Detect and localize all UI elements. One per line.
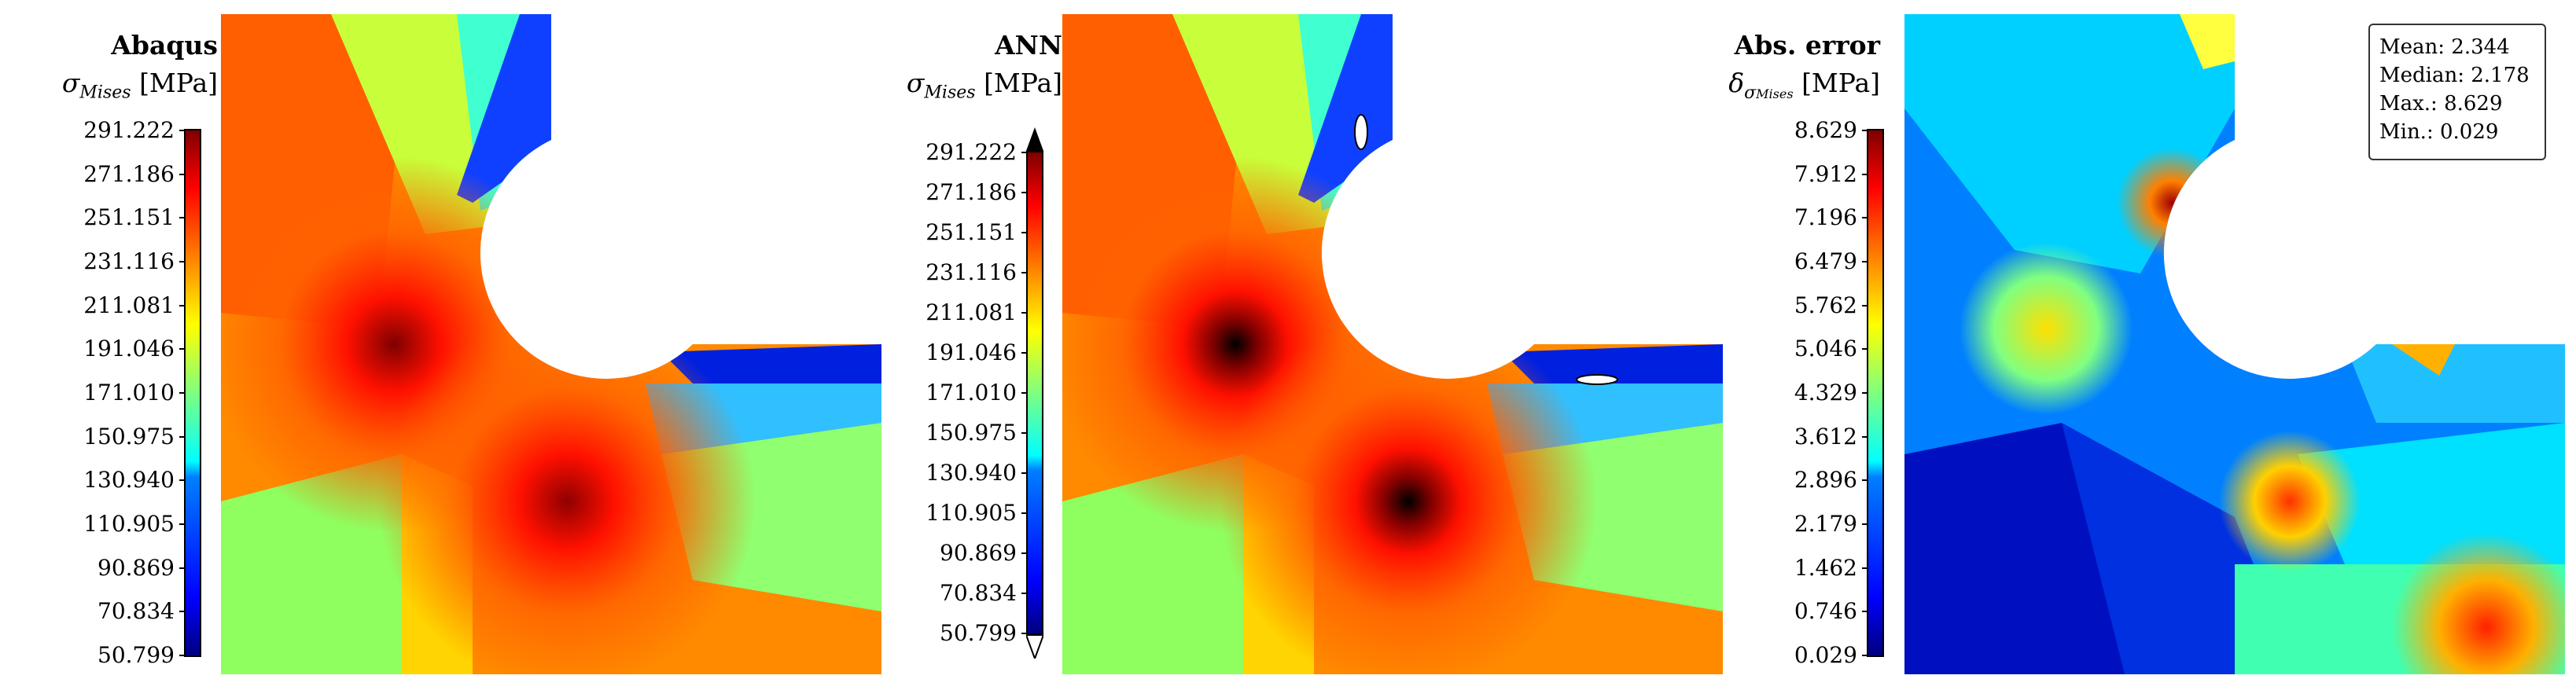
stat-min: Min.: 0.029: [2379, 120, 2499, 144]
panel1-tick-label: 150.975: [83, 423, 175, 450]
panel1-tick-mark: [179, 655, 184, 656]
panel1-stress-field: [221, 14, 881, 674]
panel2-tick-label: 171.010: [926, 380, 1017, 406]
panel2-tick-mark: [1021, 633, 1026, 634]
panel1-title: Abaqus: [111, 30, 218, 61]
panel2-tick-label: 211.081: [926, 299, 1017, 325]
panel2-tick-mark: [1021, 312, 1026, 314]
panel3-tick-label: 5.762: [1794, 292, 1857, 318]
panel3-title: Abs. error: [1734, 30, 1880, 61]
panel3-tick-label: 0.029: [1794, 642, 1857, 668]
panel2-tick-label: 150.975: [926, 420, 1017, 446]
panel3-tick-label: 1.462: [1794, 554, 1857, 581]
panel1-tick-mark: [179, 130, 184, 131]
panel1-tick-label: 90.869: [98, 554, 175, 581]
panel3-tick-mark: [1862, 348, 1867, 351]
panel2-tick-mark: [1021, 392, 1026, 394]
panel3-tick-label: 7.912: [1794, 160, 1857, 187]
panel2-max-overflow-triangle: [1026, 127, 1043, 151]
panel1-colorbar: [184, 129, 201, 657]
panel3-tick-mark: [1862, 567, 1867, 569]
panel2-tick-label: 251.151: [926, 219, 1017, 245]
panel2-tick-label: 271.186: [926, 179, 1017, 205]
panel3-tick-label: 4.329: [1794, 380, 1857, 406]
panel2-tick-mark: [1021, 152, 1026, 153]
panel1-tick-label: 50.799: [98, 642, 175, 668]
panel1-tick-mark: [179, 217, 184, 219]
panel3-tick-label: 7.196: [1794, 204, 1857, 231]
panel1-tick-mark: [179, 523, 184, 525]
stat-median: Median: 2.178: [2379, 64, 2530, 87]
panel2-tick-mark: [1021, 593, 1026, 594]
panel1-tick-label: 130.940: [83, 467, 175, 494]
panel1-tick-mark: [179, 611, 184, 613]
panel2-tick-label: 70.834: [940, 580, 1017, 606]
panel3-tick-label: 8.629: [1794, 117, 1857, 143]
panel1-tick-mark: [179, 348, 184, 351]
panel3-tick-mark: [1862, 261, 1867, 262]
panel2-tick-label: 90.869: [940, 540, 1017, 566]
panel2-tick-mark: [1021, 232, 1026, 233]
panel3-tick-mark: [1862, 392, 1867, 394]
panel2-tick-mark: [1021, 352, 1026, 354]
panel1-tick-label: 211.081: [83, 292, 175, 318]
panel1-tick-label: 70.834: [98, 598, 175, 625]
panel3-colorbar: [1867, 129, 1884, 657]
panel3-tick-mark: [1862, 435, 1867, 438]
panel2-tick-label: 191.046: [926, 339, 1017, 365]
panel2-title: ANN: [995, 30, 1062, 61]
panel3-tick-label: 0.746: [1794, 598, 1857, 625]
panel3-tick-mark: [1862, 479, 1867, 482]
panel3-tick-label: 3.612: [1794, 423, 1857, 450]
panel2-tick-label: 231.116: [926, 259, 1017, 285]
stat-max: Max.: 8.629: [2379, 92, 2503, 116]
panel2-tick-mark: [1021, 472, 1026, 474]
panel1-tick-label: 171.010: [83, 380, 175, 406]
panel1-tick-label: 251.151: [83, 204, 175, 231]
panel3-tick-mark: [1862, 173, 1867, 175]
panel3-tick-mark: [1862, 655, 1867, 656]
panel1-tick-label: 291.222: [83, 117, 175, 143]
panel1-tick-mark: [179, 392, 184, 394]
panel1-tick-mark: [179, 567, 184, 569]
panel1-quantity-label: σMises [MPa]: [61, 68, 218, 103]
panel2-tick-mark: [1021, 432, 1026, 434]
panel3-tick-label: 6.479: [1794, 248, 1857, 274]
panel1-tick-label: 191.046: [83, 336, 175, 362]
panel2-tick-label: 291.222: [926, 139, 1017, 165]
panel2-tick-mark: [1021, 272, 1026, 273]
panel1-tick-mark: [179, 173, 184, 175]
panel2-tick-label: 130.940: [926, 460, 1017, 486]
panel1-tick-mark: [179, 261, 184, 262]
panel1-tick-mark: [179, 304, 184, 306]
panel2-tick-label: 110.905: [926, 500, 1017, 526]
panel1-tick-label: 231.116: [83, 248, 175, 274]
panel2-colorbar: [1026, 151, 1043, 635]
panel3-tick-label: 2.179: [1794, 511, 1857, 537]
panel1-tick-mark: [179, 479, 184, 482]
panel2-tick-label: 50.799: [940, 620, 1017, 646]
panel3-tick-label: 5.046: [1794, 336, 1857, 362]
panel3-quantity-label: δσMises [MPa]: [1728, 68, 1880, 103]
panel3-tick-mark: [1862, 611, 1867, 613]
error-statistics-box: Mean: 2.344 Median: 2.178 Max.: 8.629 Mi…: [2368, 24, 2546, 160]
panel2-stress-field: [1062, 14, 1723, 674]
panel1-tick-label: 271.186: [83, 160, 175, 187]
panel3-tick-mark: [1862, 523, 1867, 525]
panel3-tick-label: 2.896: [1794, 467, 1857, 494]
panel1-tick-mark: [179, 435, 184, 438]
panel2-tick-mark: [1021, 192, 1026, 193]
panel3-tick-mark: [1862, 217, 1867, 219]
panel2-quantity-label: σMises [MPa]: [906, 68, 1062, 103]
panel2-tick-mark: [1021, 512, 1026, 514]
panel3-tick-mark: [1862, 130, 1867, 131]
panel1-tick-label: 110.905: [83, 511, 175, 537]
stat-mean: Mean: 2.344: [2379, 35, 2510, 59]
panel2-tick-mark: [1021, 552, 1026, 554]
panel3-tick-mark: [1862, 304, 1867, 306]
panel2-min-overflow-triangle: [1026, 635, 1043, 659]
